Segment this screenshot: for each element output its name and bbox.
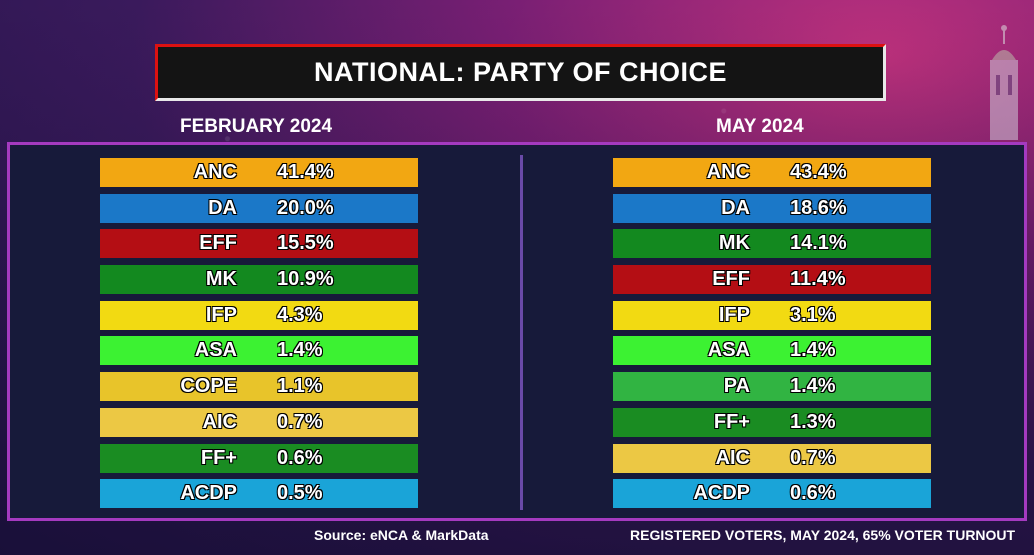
- party-percentage: 11.4%: [790, 268, 846, 291]
- party-percentage: 18.6%: [790, 196, 847, 219]
- party-row: ASA 1.4%: [613, 336, 931, 366]
- party-row: AIC 0.7%: [613, 443, 931, 473]
- party-percentage: 0.6%: [790, 482, 836, 505]
- party-name: MK: [718, 232, 750, 255]
- party-name: DA: [208, 196, 237, 219]
- building-tower-icon: [990, 25, 1018, 140]
- party-name: IFP: [718, 303, 750, 326]
- party-percentage: 41.4%: [277, 161, 334, 183]
- party-row: EFF 11.4%: [613, 265, 931, 295]
- party-row: ASA 1.4%: [100, 336, 418, 366]
- party-row: FF+ 0.6%: [100, 443, 418, 473]
- title-banner: NATIONAL: PARTY OF CHOICE: [155, 44, 886, 101]
- party-row: DA 18.6%: [613, 193, 931, 223]
- may-results-list: ANC 43.4% DA 18.6% MK 14.1% EFF 11.4% IFP 3.1% ASA…: [613, 158, 931, 515]
- party-percentage: 1.4%: [277, 339, 323, 362]
- party-name: AIC: [715, 446, 750, 469]
- party-name: DA: [721, 196, 750, 219]
- party-row: MK 10.9%: [100, 265, 418, 295]
- party-name: ASA: [707, 339, 750, 362]
- february-results-list: ANC 41.4% DA 20.0% EFF 15.5% MK 10.9% IFP 4.3% ASA…: [100, 158, 418, 515]
- party-percentage: 10.9%: [277, 268, 334, 291]
- panel-divider: [520, 155, 523, 510]
- party-percentage: 0.5%: [277, 482, 323, 505]
- party-percentage: 0.7%: [277, 410, 323, 433]
- turnout-note: REGISTERED VOTERS, MAY 2024, 65% VOTER T…: [630, 527, 1016, 543]
- party-row: FF+ 1.3%: [613, 407, 931, 437]
- party-percentage: 43.4%: [790, 161, 847, 183]
- party-percentage: 3.1%: [790, 303, 836, 326]
- party-row: EFF 15.5%: [100, 229, 418, 259]
- party-name: ASA: [194, 339, 237, 362]
- party-name: EFF: [712, 268, 750, 291]
- party-name: ACDP: [180, 482, 237, 505]
- party-name: EFF: [199, 232, 237, 255]
- party-name: ACDP: [693, 482, 750, 505]
- party-name: AIC: [202, 410, 237, 433]
- party-percentage: 15.5%: [277, 232, 334, 255]
- party-name: COPE: [180, 375, 237, 398]
- party-row: MK 14.1%: [613, 229, 931, 259]
- party-percentage: 4.3%: [277, 303, 323, 326]
- party-percentage: 0.6%: [277, 446, 323, 469]
- party-percentage: 1.1%: [277, 375, 323, 398]
- party-row: AIC 0.7%: [100, 407, 418, 437]
- source-note: Source: eNCA & MarkData: [314, 527, 489, 543]
- party-percentage: 20.0%: [277, 196, 334, 219]
- party-percentage: 1.4%: [790, 339, 836, 362]
- party-name: ANC: [193, 161, 237, 183]
- may-heading: MAY 2024: [716, 116, 804, 137]
- party-row: ACDP 0.5%: [100, 479, 418, 509]
- party-name: PA: [723, 375, 750, 398]
- party-row: PA 1.4%: [613, 372, 931, 402]
- party-percentage: 1.3%: [790, 410, 836, 433]
- page-title: NATIONAL: PARTY OF CHOICE: [314, 57, 727, 87]
- party-percentage: 14.1%: [790, 232, 847, 255]
- party-percentage: 1.4%: [790, 375, 836, 398]
- party-name: FF+: [713, 410, 750, 433]
- party-name: IFP: [205, 303, 237, 326]
- party-name: FF+: [200, 446, 237, 469]
- party-row: ANC 41.4%: [100, 158, 418, 187]
- party-name: MK: [205, 268, 237, 291]
- party-row: DA 20.0%: [100, 193, 418, 223]
- party-percentage: 0.7%: [790, 446, 836, 469]
- february-heading: FEBRUARY 2024: [180, 116, 333, 137]
- party-row: IFP 3.1%: [613, 300, 931, 330]
- party-row: IFP 4.3%: [100, 300, 418, 330]
- party-row: COPE 1.1%: [100, 372, 418, 402]
- party-row: ANC 43.4%: [613, 158, 931, 187]
- results-panel: ANC 41.4% DA 20.0% EFF 15.5% MK 10.9% IFP 4.3% ASA…: [7, 142, 1027, 521]
- party-name: ANC: [706, 161, 750, 183]
- party-row: ACDP 0.6%: [613, 479, 931, 509]
